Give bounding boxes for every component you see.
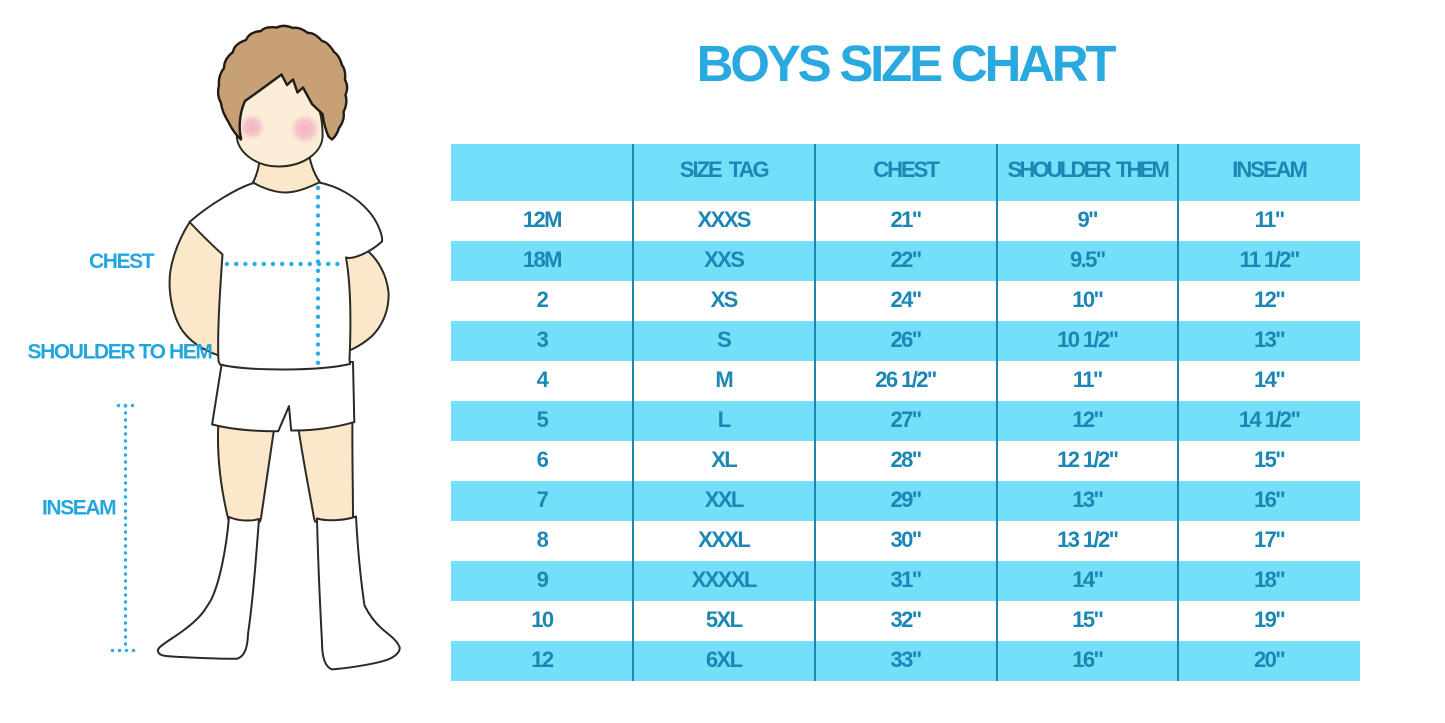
svg-text:CHEST: CHEST xyxy=(89,250,155,273)
svg-text:INSEAM: INSEAM xyxy=(42,496,116,519)
svg-text:SHOULDER TO HEM: SHOULDER TO HEM xyxy=(28,340,213,363)
